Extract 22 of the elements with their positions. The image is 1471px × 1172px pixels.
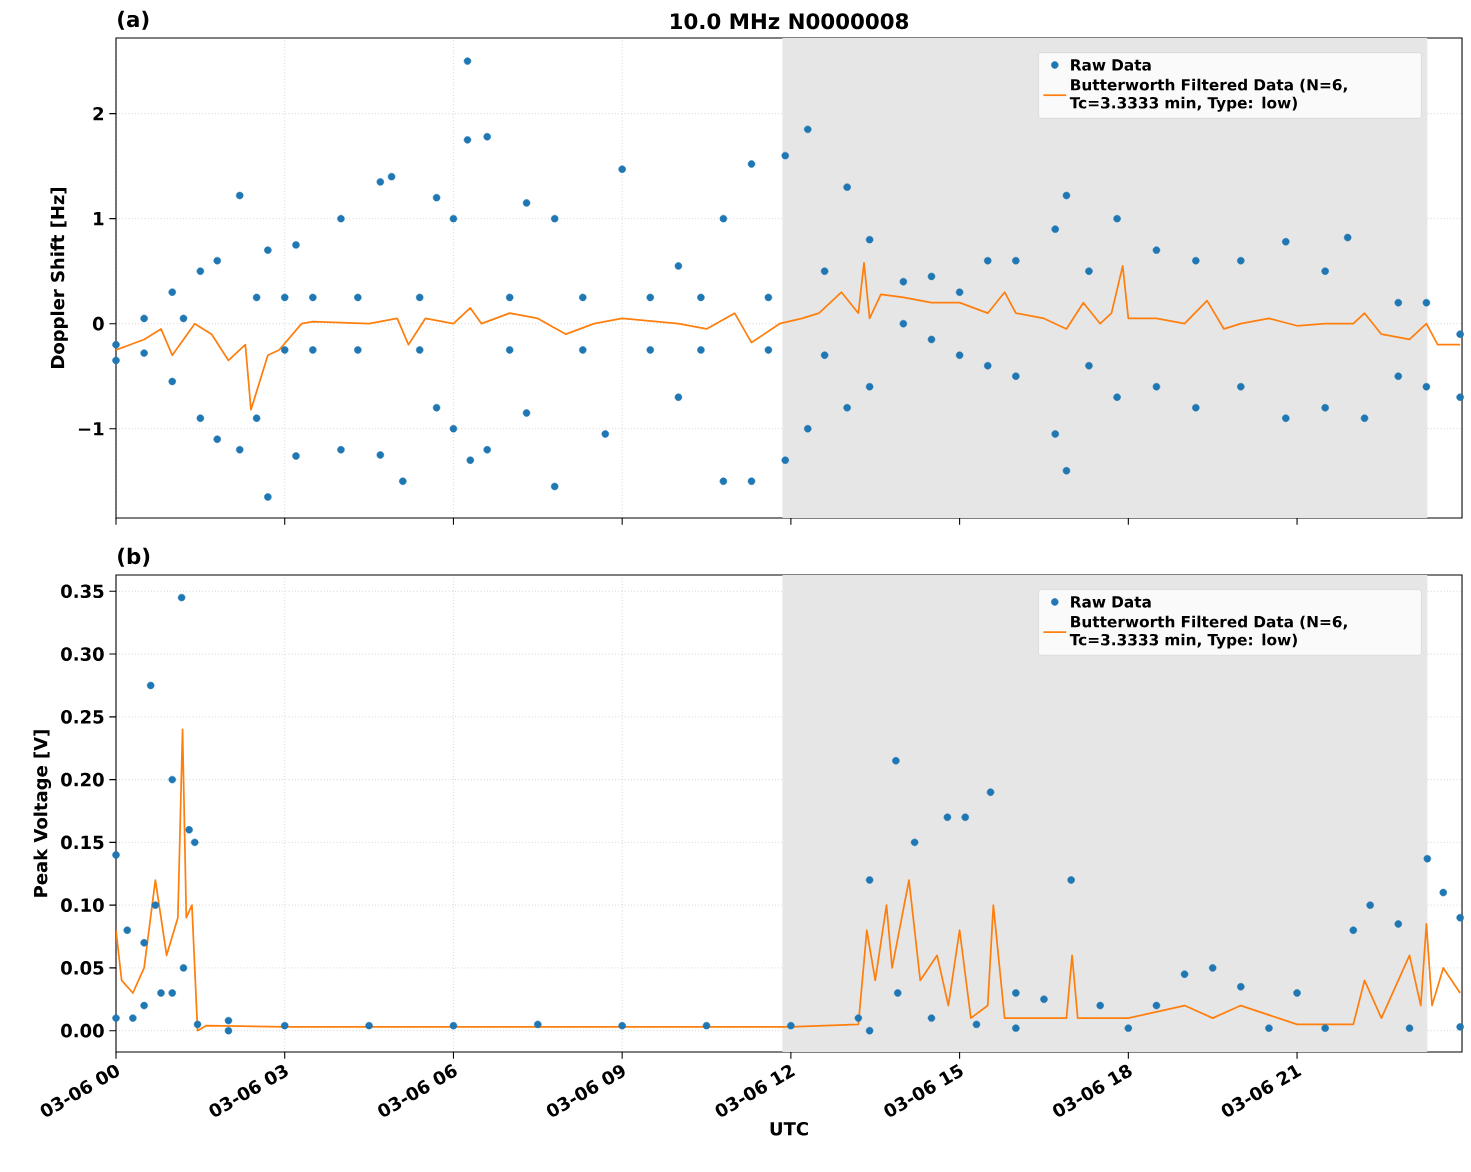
y-tick-label: 0.35: [61, 584, 104, 599]
legend-label: Raw Data: [1071, 596, 1151, 608]
y-tick-label: 0.25: [61, 710, 104, 724]
text: (b): [118, 547, 150, 567]
y-tick-label: 0.30: [61, 647, 104, 661]
y-tick-label: 1: [94, 212, 104, 226]
y-tick-label: 0.10: [61, 898, 104, 912]
chart-title: 10.0 MHz N0000008: [671, 13, 909, 30]
legend-label: Butterworth Filtered Data (N=6, Tc=3.3333 min, Type: low): [1069, 78, 1347, 112]
y-axis-title: Peak Voltage [V]: [33, 730, 52, 897]
y-tick-label: 0.20: [61, 772, 104, 787]
text: (a): [118, 10, 149, 30]
y-tick-label: −1: [78, 422, 104, 436]
y-tick-label: 0: [92, 316, 104, 331]
y-tick-label: 2: [93, 106, 104, 121]
y-tick-label: 0.00: [61, 1023, 104, 1038]
legend-label: Raw Data: [1071, 59, 1151, 71]
y-tick-label: 0.15: [61, 835, 104, 850]
y-axis-title: Doppler Shift [Hz]: [50, 187, 68, 368]
legend-label: Butterworth Filtered Data (N=6, Tc=3.3333 min, Type: low): [1069, 615, 1347, 649]
x-axis-title: UTC: [770, 1121, 808, 1136]
y-tick-label: 0.05: [61, 961, 104, 975]
